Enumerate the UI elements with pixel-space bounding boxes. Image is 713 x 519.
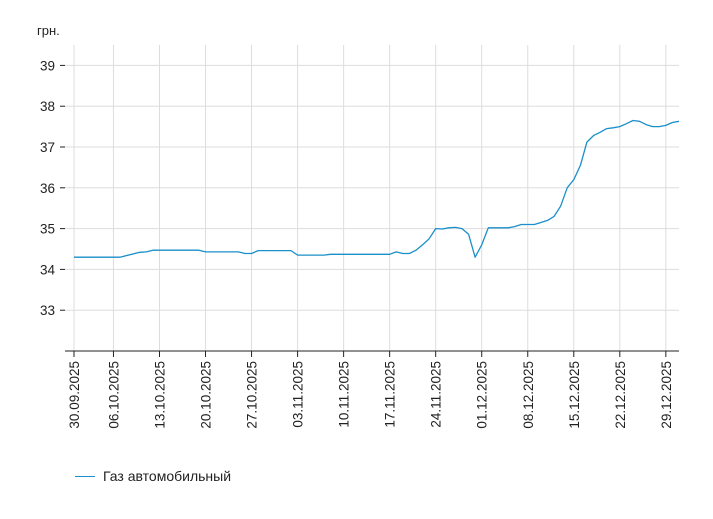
x-tick-label: 06.10.2025 <box>106 361 121 429</box>
x-tick-label: 29.12.2025 <box>659 361 674 429</box>
series-line <box>74 119 680 258</box>
y-tick-label: 34 <box>40 262 56 277</box>
y-tick-label: 36 <box>40 181 55 196</box>
x-tick-label: 24.11.2025 <box>429 361 444 428</box>
x-tick-label: 22.12.2025 <box>613 361 628 429</box>
y-tick-label: 37 <box>40 140 55 155</box>
y-tick-label: 38 <box>40 99 55 114</box>
legend-swatch <box>75 475 95 477</box>
y-axis-ticks: 33 34 35 36 37 38 39 <box>40 58 65 318</box>
x-tick-label: 13.10.2025 <box>152 361 167 429</box>
x-tick-label: 08.12.2025 <box>521 361 536 429</box>
x-tick-label: 20.10.2025 <box>199 361 214 429</box>
x-tick-label: 01.12.2025 <box>475 361 490 429</box>
y-tick-label: 33 <box>40 303 55 318</box>
x-tick-label: 17.11.2025 <box>383 361 398 428</box>
x-tick-label: 10.11.2025 <box>337 361 352 428</box>
series-group <box>74 119 680 258</box>
x-axis-ticks: 30.09.2025 06.10.2025 13.10.2025 20.10.2025… <box>67 351 674 429</box>
legend[interactable]: Газ автомобильный <box>75 468 231 484</box>
y-tick-label: 39 <box>40 58 55 73</box>
x-tick-label: 15.12.2025 <box>567 361 582 429</box>
x-tick-label: 03.11.2025 <box>291 361 306 428</box>
legend-label: Газ автомобильный <box>103 468 232 484</box>
x-tick-label: 27.10.2025 <box>245 361 260 429</box>
y-tick-label: 35 <box>40 222 55 237</box>
x-tick-label: 30.09.2025 <box>67 361 82 429</box>
y-grid-lines <box>65 64 679 311</box>
x-grid-lines <box>73 45 667 351</box>
y-axis-unit-label: грн. <box>37 23 60 38</box>
